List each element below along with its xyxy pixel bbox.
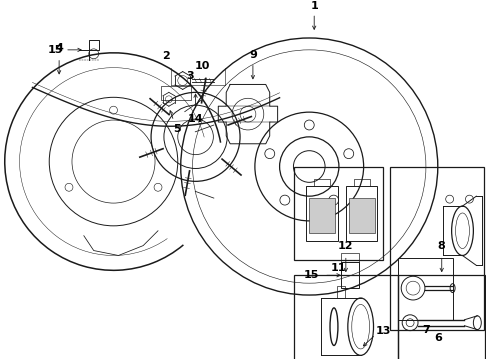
Bar [397,275,484,360]
Text: 14: 14 [187,114,203,124]
Text: 11: 11 [330,264,346,273]
Bar [294,275,397,360]
Bar [336,286,344,298]
Text: 6: 6 [433,333,441,343]
Bar [294,167,383,260]
Text: 7: 7 [421,325,429,335]
Bar [340,252,358,262]
Text: 3: 3 [186,71,194,81]
Bar [397,258,452,320]
Text: 15: 15 [303,270,318,280]
Text: 5: 5 [173,124,180,134]
Text: 15: 15 [47,45,63,55]
Bar [305,186,337,241]
Bar [389,167,483,330]
Bar [348,198,374,233]
Bar [340,262,358,288]
Bar [345,186,377,241]
Text: 4: 4 [55,43,63,53]
Text: 1: 1 [310,1,317,12]
Text: 2: 2 [162,51,169,61]
Text: 10: 10 [194,61,210,71]
Bar [308,198,334,233]
Text: 12: 12 [337,240,353,251]
Text: 9: 9 [248,50,256,60]
Text: 8: 8 [437,240,445,251]
Text: 13: 13 [375,326,390,336]
Bar [161,86,190,100]
